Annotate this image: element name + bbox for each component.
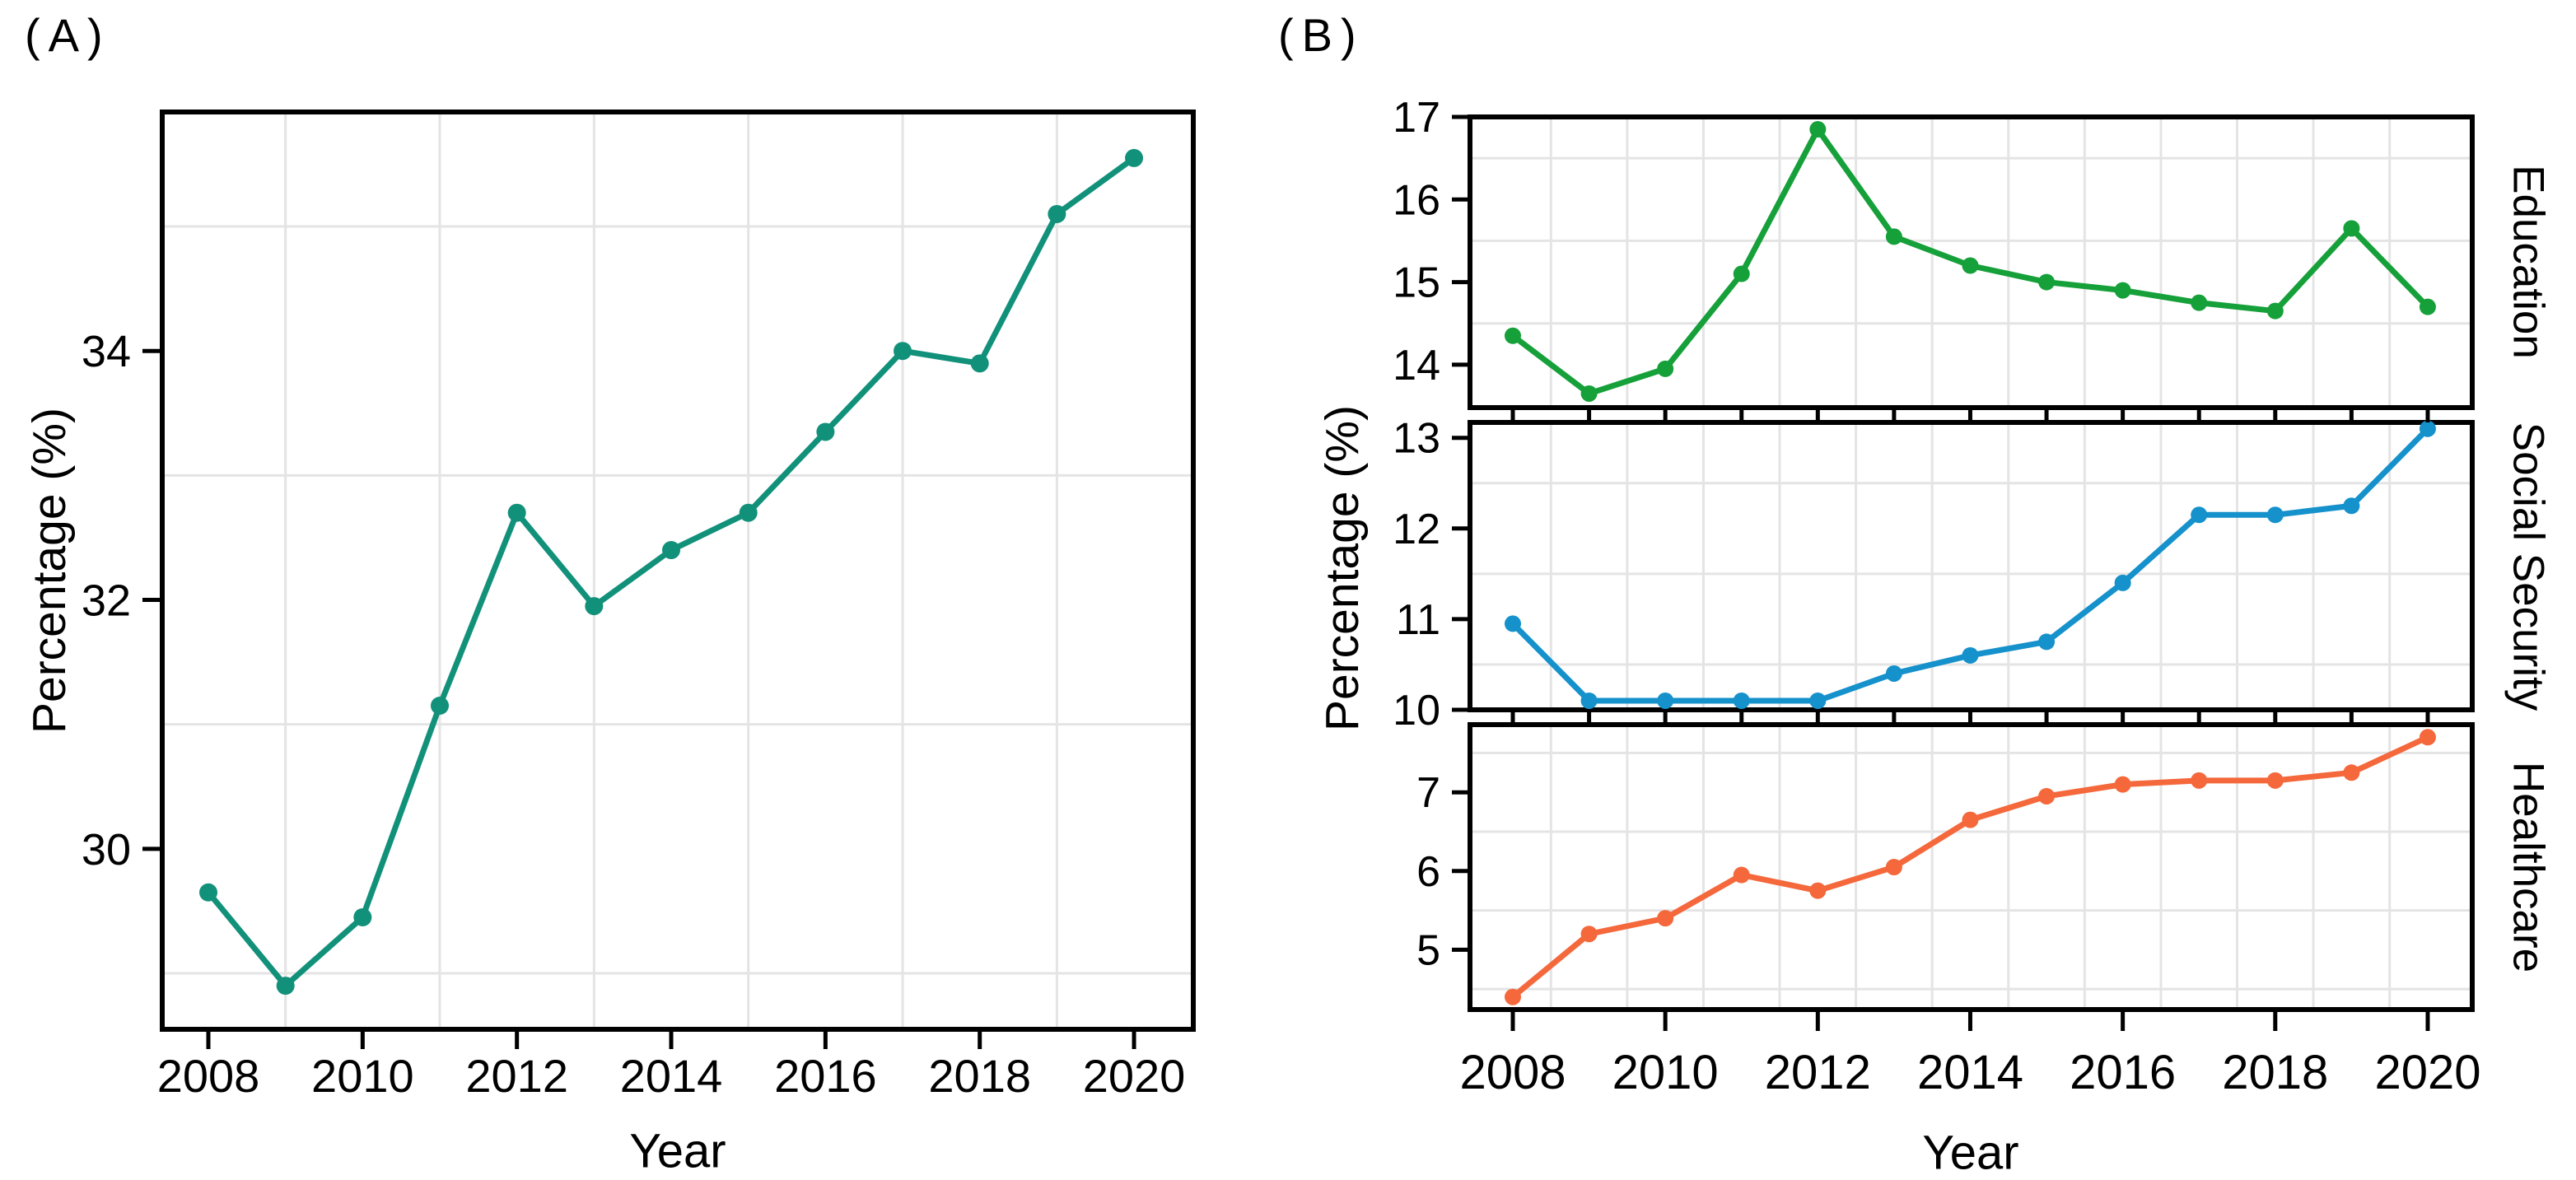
panel-b-x-axis-title: Year bbox=[1922, 1126, 2019, 1180]
svg-text:2020: 2020 bbox=[2374, 1046, 2480, 1099]
facet-label-social-security: Social Security bbox=[2504, 422, 2553, 711]
svg-text:2018: 2018 bbox=[2222, 1046, 2328, 1099]
facet-label-healthcare: Healthcare bbox=[2504, 761, 2553, 973]
panel-a-axes: 30 32 34 2008 2010 2012 2014 2016 2018 2020 bbox=[82, 327, 1185, 1102]
svg-text:6: 6 bbox=[1416, 848, 1440, 896]
facet-label-education: Education bbox=[2504, 165, 2553, 359]
svg-text:2018: 2018 bbox=[928, 1050, 1031, 1102]
svg-text:2010: 2010 bbox=[311, 1050, 414, 1102]
svg-text:32: 32 bbox=[82, 576, 131, 626]
svg-text:7: 7 bbox=[1416, 769, 1440, 817]
panel-b-label: (B) bbox=[1278, 9, 1365, 61]
svg-text:5: 5 bbox=[1416, 926, 1440, 974]
svg-text:2012: 2012 bbox=[1765, 1046, 1871, 1099]
svg-text:2014: 2014 bbox=[1917, 1046, 2023, 1099]
svg-text:2012: 2012 bbox=[465, 1050, 568, 1102]
panel-a-y-axis-title: Percentage (%) bbox=[23, 407, 76, 735]
svg-text:2010: 2010 bbox=[1612, 1046, 1719, 1099]
svg-text:2008: 2008 bbox=[1459, 1046, 1566, 1099]
panel-b-healthcare-plot bbox=[1468, 722, 2475, 1012]
panel-b-social-security-plot bbox=[1468, 420, 2475, 712]
svg-text:2016: 2016 bbox=[774, 1050, 877, 1102]
svg-text:13: 13 bbox=[1393, 415, 1440, 463]
panel-a-label: (A) bbox=[25, 9, 111, 61]
svg-text:2016: 2016 bbox=[2070, 1046, 2176, 1099]
svg-text:14: 14 bbox=[1393, 342, 1440, 389]
panel-a-plot bbox=[160, 110, 1196, 1032]
panel-b-axes: 14 15 16 17 10 11 12 13 5 6 7 2008 2010 2012 2014 2016 2… bbox=[1393, 94, 2480, 1099]
panel-a-x-axis-title: Year bbox=[629, 1124, 726, 1178]
svg-text:11: 11 bbox=[1396, 596, 1440, 644]
svg-text:2020: 2020 bbox=[1083, 1050, 1186, 1102]
svg-text:17: 17 bbox=[1393, 94, 1440, 142]
svg-text:2008: 2008 bbox=[157, 1050, 260, 1102]
svg-text:34: 34 bbox=[82, 327, 131, 376]
panel-b-education-plot bbox=[1468, 114, 2475, 410]
svg-text:16: 16 bbox=[1393, 176, 1440, 224]
svg-text:10: 10 bbox=[1393, 687, 1440, 735]
svg-text:12: 12 bbox=[1393, 506, 1440, 553]
svg-text:2014: 2014 bbox=[620, 1050, 723, 1102]
panel-b-y-axis-title: Percentage (%) bbox=[1316, 404, 1369, 732]
svg-text:15: 15 bbox=[1393, 259, 1440, 307]
svg-text:30: 30 bbox=[82, 825, 131, 875]
